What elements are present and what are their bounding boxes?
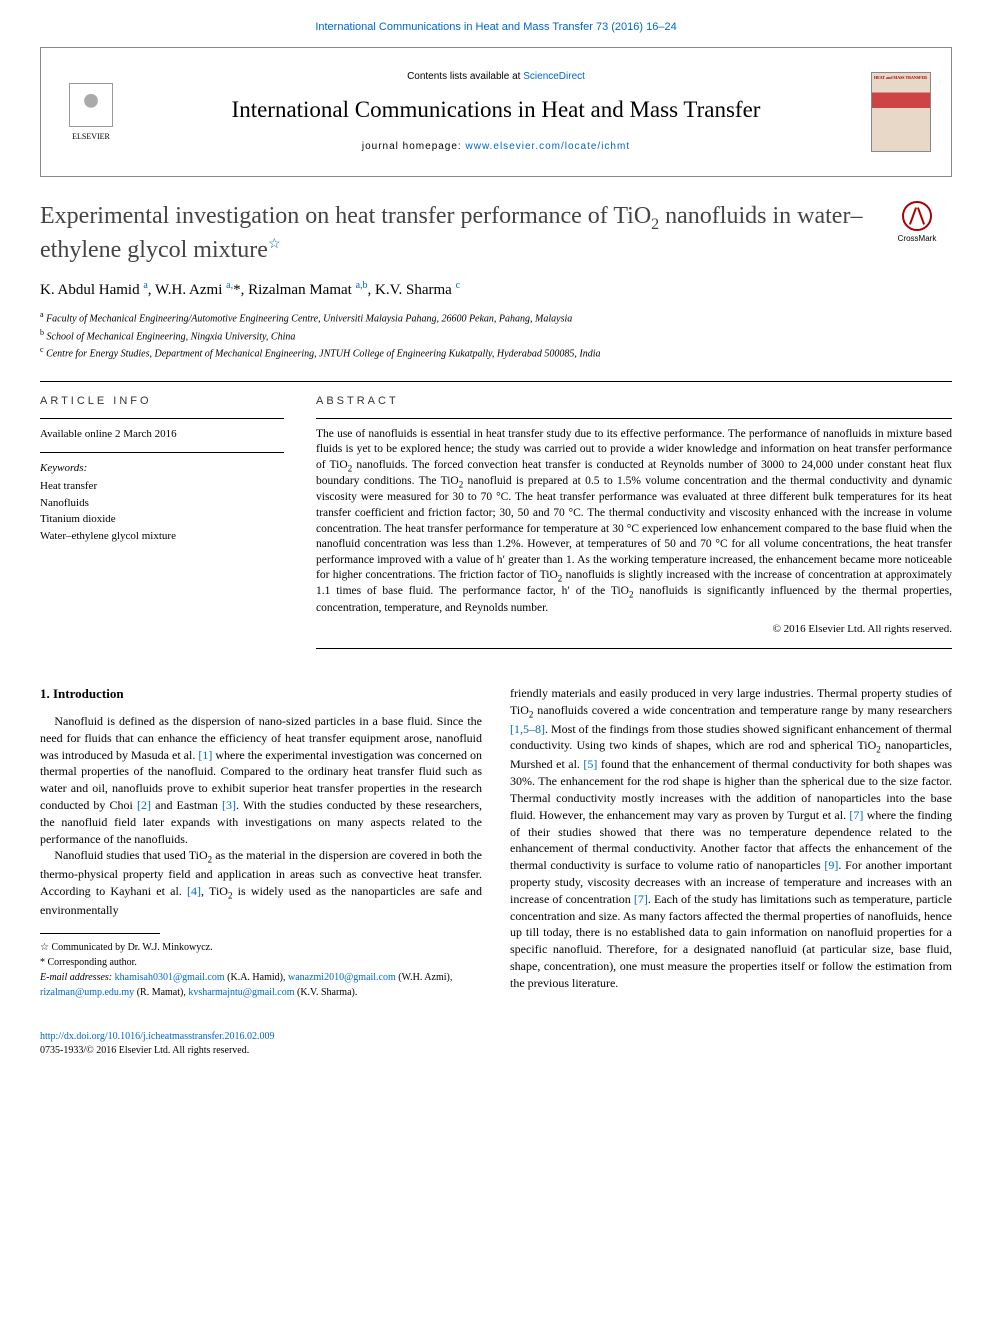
footnote-emails: E-mail addresses: khamisah0301@gmail.com… [40,970,482,1000]
ref-link[interactable]: [5] [583,757,597,771]
ref-link[interactable]: [1] [198,748,212,762]
email-link[interactable]: rizalman@ump.edu.my [40,987,134,998]
sciencedirect-link[interactable]: ScienceDirect [523,71,585,82]
keyword-item: Titanium dioxide [40,511,284,528]
page-footer: http://dx.doi.org/10.1016/j.icheatmasstr… [40,1030,952,1058]
citation-header: International Communications in Heat and… [0,0,992,47]
doi-link[interactable]: http://dx.doi.org/10.1016/j.icheatmasstr… [40,1031,275,1042]
abstract-text: The use of nanofluids is essential in he… [316,427,952,617]
crossmark-icon [902,201,932,231]
email-link[interactable]: wanazmi2010@gmail.com [288,972,396,983]
crossmark-badge[interactable]: CrossMark [882,201,952,244]
body-paragraph: friendly materials and easily produced i… [510,685,952,992]
article-body: 1. Introduction Nanofluid is defined as … [40,685,952,1000]
ref-link[interactable]: [2] [137,798,151,812]
article-info-panel: ARTICLE INFO Available online 2 March 20… [40,382,300,661]
ref-link[interactable]: [7] [849,808,863,822]
keywords-list: Heat transferNanofluidsTitanium dioxideW… [40,478,284,544]
affiliation-line: b School of Mechanical Engineering, Ning… [40,327,952,344]
email-link[interactable]: kvsharmajntu@gmail.com [188,987,294,998]
title-footnote-star[interactable]: ☆ [268,237,281,252]
available-online: Available online 2 March 2016 [40,427,284,442]
footnote-communicated: ☆ Communicated by Dr. W.J. Minkowycz. [40,940,482,955]
copyright-line: © 2016 Elsevier Ltd. All rights reserved… [316,622,952,637]
article-info-heading: ARTICLE INFO [40,394,284,409]
author-list: K. Abdul Hamid a, W.H. Azmi a,*, Rizalma… [40,279,952,301]
keyword-item: Nanofluids [40,495,284,512]
keyword-item: Water–ethylene glycol mixture [40,528,284,545]
ref-link[interactable]: [3] [222,798,236,812]
elsevier-logo: ELSEVIER [61,77,121,147]
affiliation-line: c Centre for Energy Studies, Department … [40,344,952,361]
section-heading-intro: 1. Introduction [40,685,482,703]
article-title: Experimental investigation on heat trans… [40,201,870,265]
issn-copyright: 0735-1933/© 2016 Elsevier Ltd. All right… [40,1045,249,1056]
footnote-corresponding: * Corresponding author. [40,955,482,970]
publisher-name: ELSEVIER [72,131,110,142]
keyword-item: Heat transfer [40,478,284,495]
abstract-heading: ABSTRACT [316,394,952,409]
body-paragraph: Nanofluid is defined as the dispersion o… [40,713,482,847]
affiliations: a Faculty of Mechanical Engineering/Auto… [40,309,952,361]
ref-link[interactable]: [4] [187,884,201,898]
keywords-heading: Keywords: [40,461,284,476]
journal-header-box: ELSEVIER Contents lists available at Sci… [40,47,952,177]
elsevier-tree-icon [69,83,113,127]
journal-cover-thumbnail: HEAT and MASS TRANSFER [871,72,931,152]
footnotes: ☆ Communicated by Dr. W.J. Minkowycz. * … [40,940,482,1000]
citation-link[interactable]: International Communications in Heat and… [315,21,676,33]
journal-name: International Communications in Heat and… [141,94,851,126]
body-paragraph: Nanofluid studies that used TiO2 as the … [40,847,482,919]
ref-link[interactable]: [9] [824,858,838,872]
ref-link[interactable]: [7] [634,892,648,906]
email-link[interactable]: khamisah0301@gmail.com [115,972,225,983]
header-center: Contents lists available at ScienceDirec… [121,70,871,154]
journal-homepage: journal homepage: www.elsevier.com/locat… [141,140,851,154]
homepage-link[interactable]: www.elsevier.com/locate/ichmt [466,141,631,152]
ref-link[interactable]: [1,5–8] [510,722,545,736]
abstract-panel: ABSTRACT The use of nanofluids is essent… [300,382,952,661]
footnote-separator [40,933,160,934]
contents-line: Contents lists available at ScienceDirec… [141,70,851,84]
affiliation-line: a Faculty of Mechanical Engineering/Auto… [40,309,952,326]
